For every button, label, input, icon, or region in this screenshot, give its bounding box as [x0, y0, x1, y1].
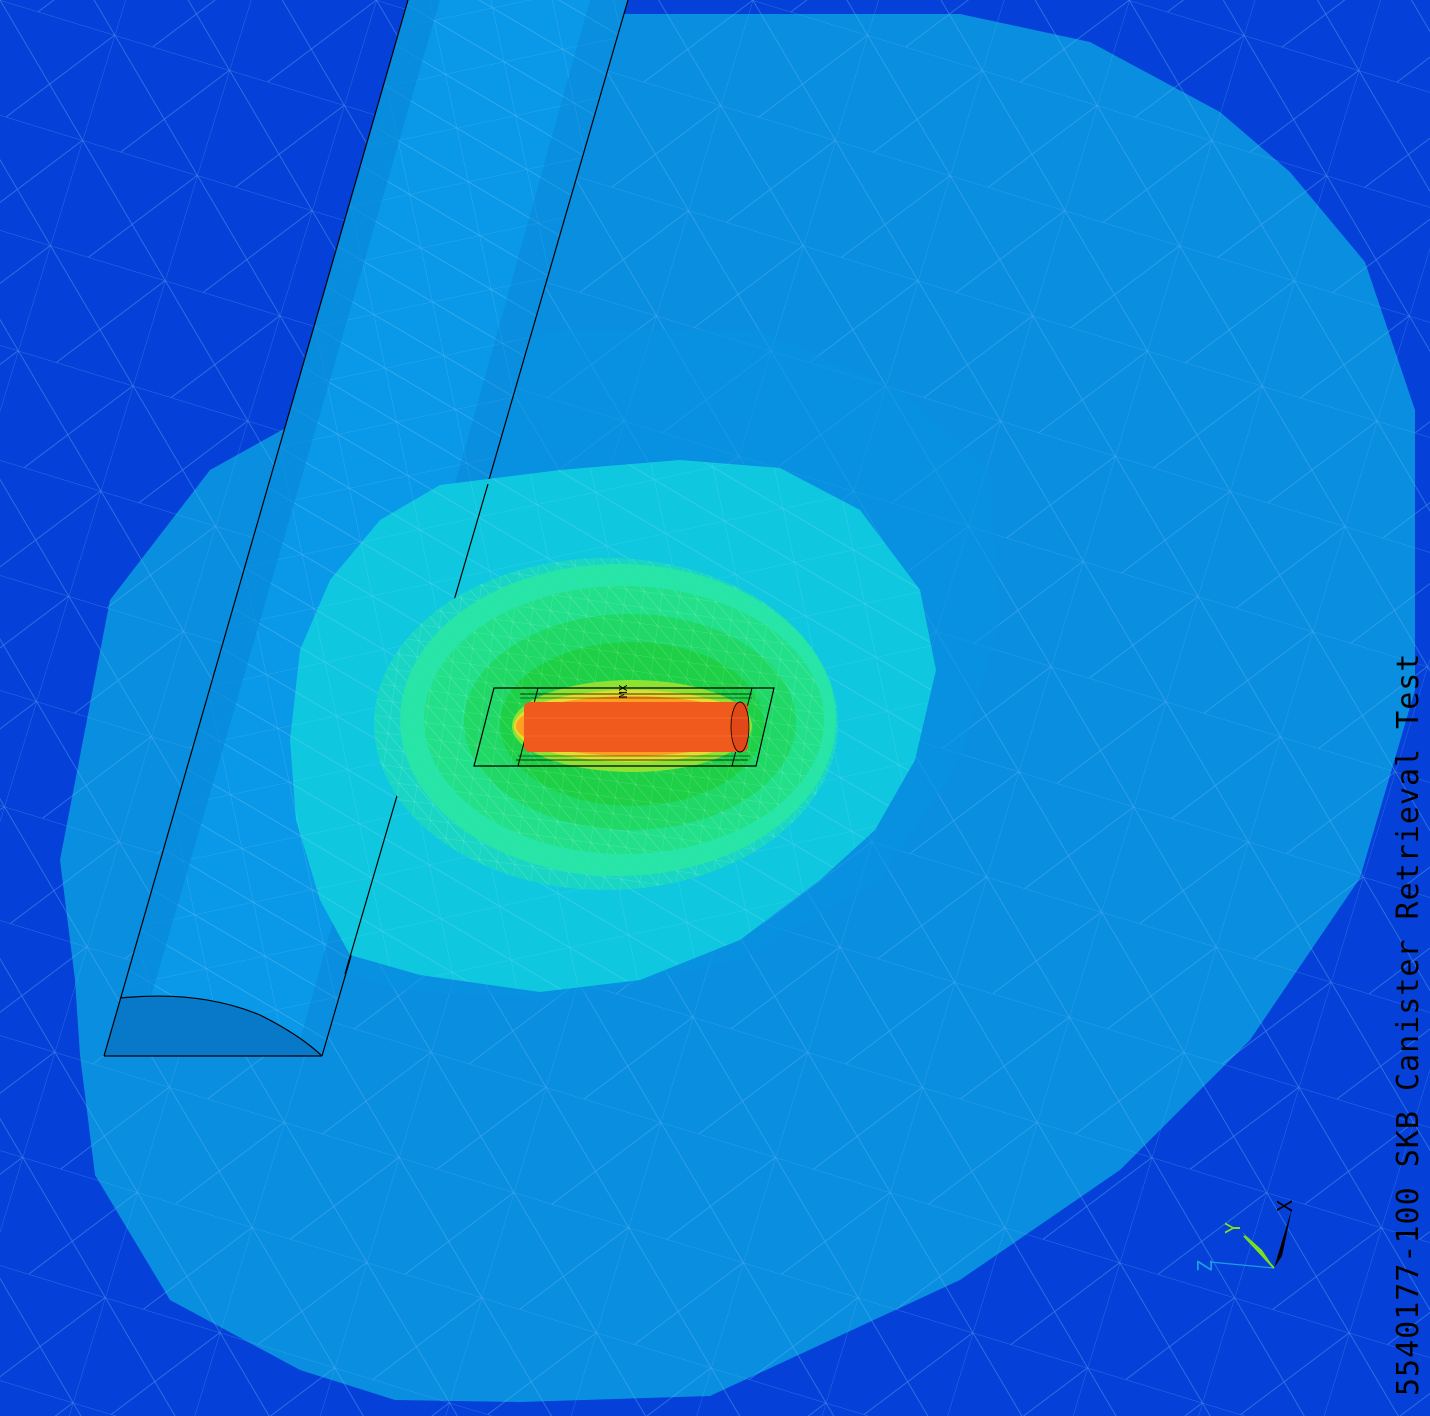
- x-axis-arrow: [1274, 1208, 1292, 1268]
- z-axis-label: Z: [1193, 1260, 1217, 1272]
- coordinate-triad: X Y Z: [1193, 1200, 1297, 1272]
- plot-title: 5540177-100 SKB Canister Retrieval Test: [1391, 652, 1426, 1396]
- z-axis-line: [1209, 1261, 1275, 1269]
- x-axis-label: X: [1273, 1200, 1297, 1212]
- y-axis-label: Y: [1221, 1222, 1245, 1234]
- max-marker: MX: [617, 684, 630, 698]
- canister-geometry: [473, 687, 775, 767]
